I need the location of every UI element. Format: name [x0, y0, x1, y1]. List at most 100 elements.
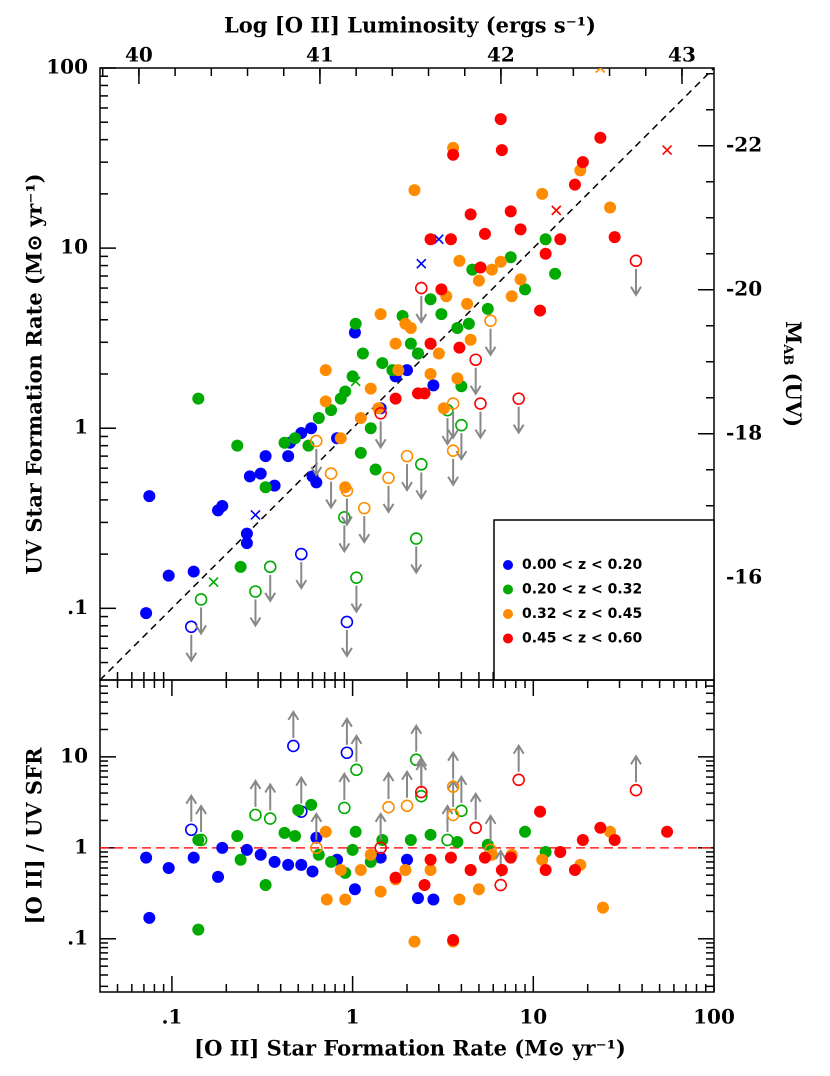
point [325, 855, 338, 868]
point [424, 864, 437, 877]
point [404, 322, 417, 335]
limit-arrow [410, 723, 423, 752]
limit-arrow [374, 421, 387, 450]
limit-point [350, 571, 363, 584]
x2-tick-label: 40 [125, 43, 153, 67]
point [354, 864, 367, 877]
limit-arrow [415, 472, 428, 501]
y-tick-label: 10 [60, 743, 88, 767]
limit-point [474, 397, 487, 410]
limit-point [324, 467, 338, 480]
point [464, 333, 477, 346]
point [376, 357, 389, 370]
point [539, 233, 552, 246]
point [411, 347, 424, 360]
point [306, 865, 319, 878]
point [254, 467, 267, 480]
point [399, 864, 412, 877]
point [254, 848, 267, 861]
legend-marker [503, 633, 513, 644]
point [292, 804, 305, 817]
point [404, 337, 417, 350]
point [504, 251, 517, 264]
point [451, 322, 464, 335]
limit-arrow [249, 779, 262, 807]
limit-arrow [447, 750, 459, 779]
point [268, 479, 281, 492]
point [444, 233, 457, 246]
limit-arrow [401, 464, 413, 493]
y-axis-label: [O II] / UV SFR [22, 747, 47, 924]
point [464, 864, 477, 877]
point [348, 326, 361, 339]
limit-arrow [338, 771, 351, 800]
point [282, 450, 295, 463]
point [435, 308, 448, 321]
point [472, 883, 485, 896]
point [519, 283, 532, 296]
limit-point [455, 418, 468, 432]
point [234, 560, 247, 573]
point [539, 864, 552, 877]
point [374, 308, 387, 321]
point [278, 826, 291, 839]
limit-point [415, 789, 428, 803]
point [408, 184, 421, 197]
point [536, 853, 549, 866]
point [356, 347, 369, 360]
limit-arrow [350, 733, 363, 762]
x2-tick-label: 42 [487, 43, 515, 67]
point [364, 382, 377, 395]
point [259, 450, 272, 463]
point [427, 893, 440, 906]
x-axis-label: [O II] Star Formation Rate (M⊙ yr⁻¹) [194, 1036, 626, 1061]
point [608, 231, 621, 244]
point [568, 178, 581, 191]
limit-point [469, 353, 483, 367]
point [661, 825, 674, 838]
limit-arrow [469, 367, 482, 396]
limit-arrow [455, 774, 468, 803]
y-tick-label: 1 [74, 834, 88, 858]
point [212, 870, 225, 883]
limit-point [249, 585, 262, 598]
point [162, 862, 175, 875]
limit-point [446, 808, 460, 822]
point [305, 798, 318, 811]
point [549, 267, 562, 280]
point [192, 392, 205, 405]
point [364, 848, 377, 861]
limit-point [338, 801, 351, 815]
point [478, 227, 491, 240]
point [504, 205, 517, 218]
limit-arrow [441, 418, 454, 447]
legend-marker [503, 584, 513, 595]
point [464, 208, 477, 221]
legend-label: 0.45 < z < 0.60 [522, 631, 642, 647]
point [444, 851, 457, 864]
y-tick-label: 100 [46, 55, 88, 79]
point [408, 935, 421, 948]
point [485, 263, 498, 276]
cross-point [250, 509, 261, 521]
point [534, 304, 547, 317]
point [364, 422, 377, 435]
limit-arrow [185, 634, 198, 663]
limit-point [400, 799, 414, 813]
point [369, 463, 382, 476]
limit-arrow [415, 296, 428, 324]
point [481, 302, 494, 315]
y-tick-label: 10 [60, 235, 88, 259]
cross-point [433, 234, 444, 245]
limit-point [446, 780, 460, 793]
point [289, 432, 302, 445]
limit-point [415, 458, 428, 471]
point [282, 858, 295, 871]
limit-point [446, 444, 460, 458]
limit-point [469, 821, 483, 835]
x2-tick-label: 43 [668, 43, 696, 67]
point [187, 565, 200, 578]
y2-tick-label: -18 [726, 420, 762, 444]
point [424, 293, 437, 306]
